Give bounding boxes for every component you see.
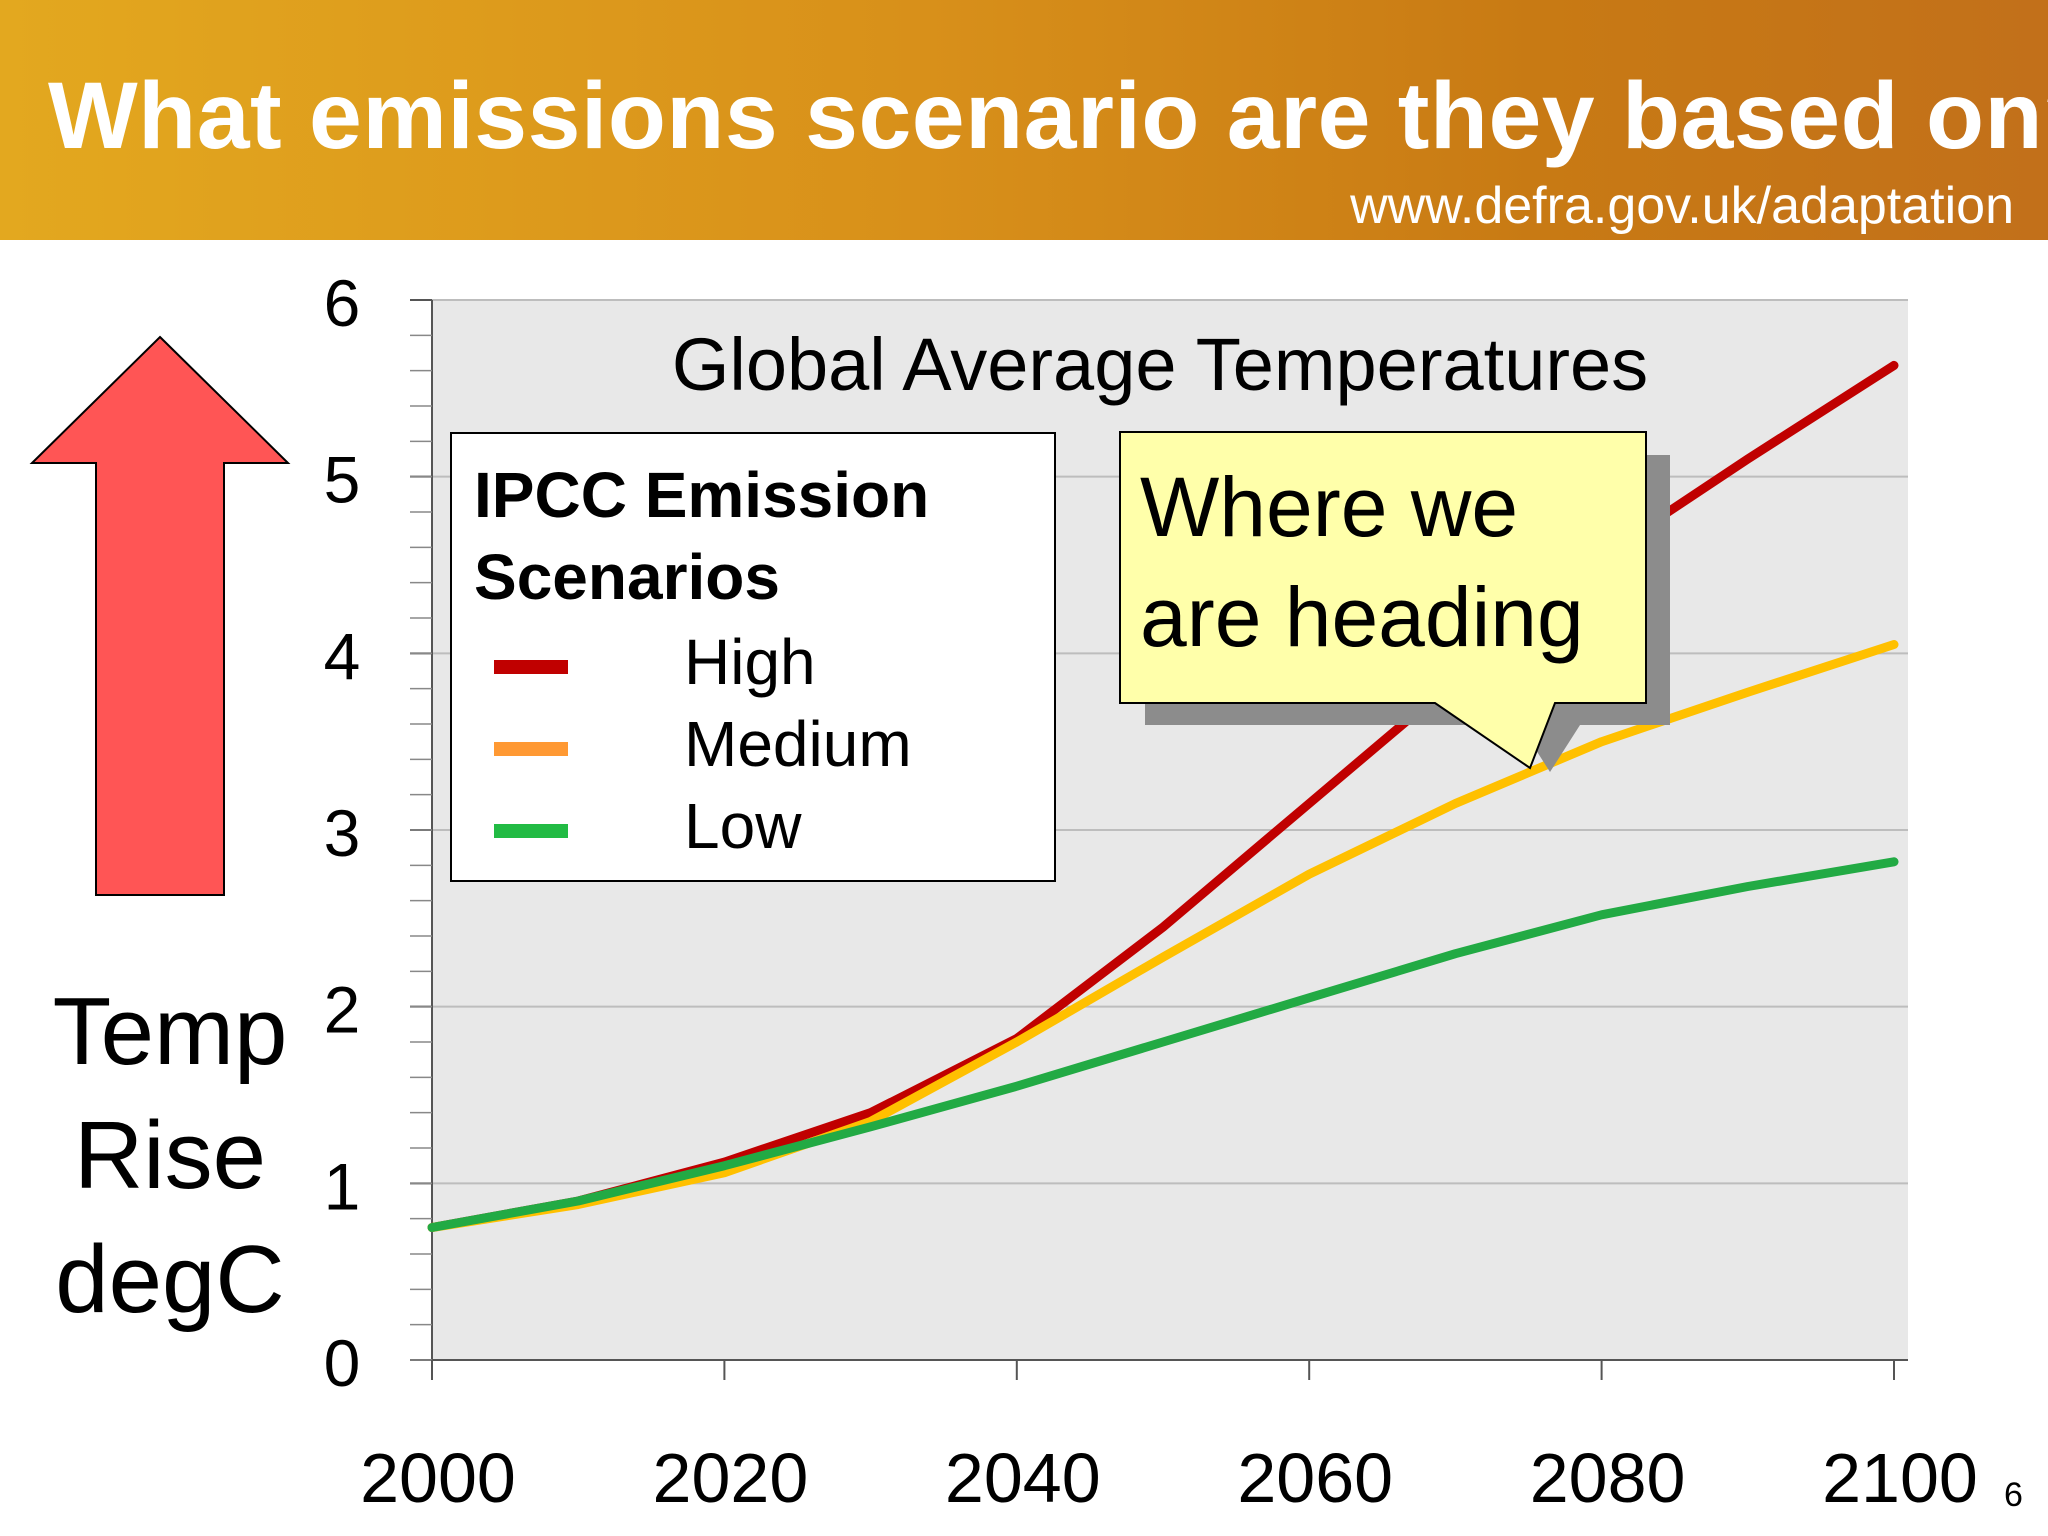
y-tick-label-5: 5 xyxy=(324,443,361,517)
slide-title: What emissions scenario are they based o… xyxy=(48,63,2048,169)
x-tick-label-2040: 2040 xyxy=(945,1439,1101,1517)
legend-item-medium: Medium xyxy=(452,704,1052,784)
y-ticks: 0 1 2 3 4 5 6 xyxy=(324,266,432,1400)
legend-label-high: High xyxy=(684,626,816,698)
callout-text: Where we are heading xyxy=(1140,460,1584,664)
x-tick-label-2100: 2100 xyxy=(1822,1439,1978,1517)
y-axis-label-line-3: degC xyxy=(55,1226,285,1333)
source-url: www.defra.gov.uk/adaptation xyxy=(1350,177,2014,235)
y-tick-label-3: 3 xyxy=(324,796,361,870)
legend-label-medium: Medium xyxy=(684,708,912,780)
legend-swatch-high xyxy=(494,660,568,674)
legend-item-low: Low xyxy=(452,786,1052,866)
y-axis-label-line-2: Rise xyxy=(73,1102,267,1209)
slide-number: 6 xyxy=(2004,1476,2023,1514)
x-tick-label-2000: 2000 xyxy=(360,1439,516,1517)
callout-box xyxy=(1119,431,1647,770)
series-line-medium xyxy=(427,640,1899,1232)
y-tick-label-4: 4 xyxy=(324,619,361,693)
y-axis-label-line-1: Temp xyxy=(52,978,288,1085)
legend-item-high: High xyxy=(452,622,1052,702)
legend-swatch-medium xyxy=(494,742,568,756)
y-tick-label-2: 2 xyxy=(324,973,361,1047)
legend-swatch-low xyxy=(494,824,568,838)
y-tick-label-1: 1 xyxy=(324,1149,361,1223)
y-tick-label-6: 6 xyxy=(324,266,361,340)
x-ticks: 2000 2020 2040 2060 2080 2100 xyxy=(360,1360,1978,1517)
legend-title-line-2: Scenarios xyxy=(474,541,780,613)
legend-title-line-1: IPCC Emission xyxy=(474,459,930,531)
x-tick-label-2060: 2060 xyxy=(1237,1439,1393,1517)
x-tick-label-2080: 2080 xyxy=(1530,1439,1686,1517)
x-tick-label-2020: 2020 xyxy=(653,1439,809,1517)
title-bar: What emissions scenario are they based o… xyxy=(0,0,2048,240)
chart-title: Global Average Temperatures xyxy=(672,323,1648,406)
y-tick-label-0: 0 xyxy=(324,1326,361,1400)
up-arrow-icon xyxy=(29,335,291,896)
y-axis-label: Temp Rise degC xyxy=(20,970,320,1342)
legend-title: IPCC Emission Scenarios xyxy=(474,454,929,618)
legend-label-low: Low xyxy=(684,790,802,862)
series-line-low xyxy=(427,857,1899,1232)
legend: IPCC Emission Scenarios High Medium Low xyxy=(450,432,1056,882)
